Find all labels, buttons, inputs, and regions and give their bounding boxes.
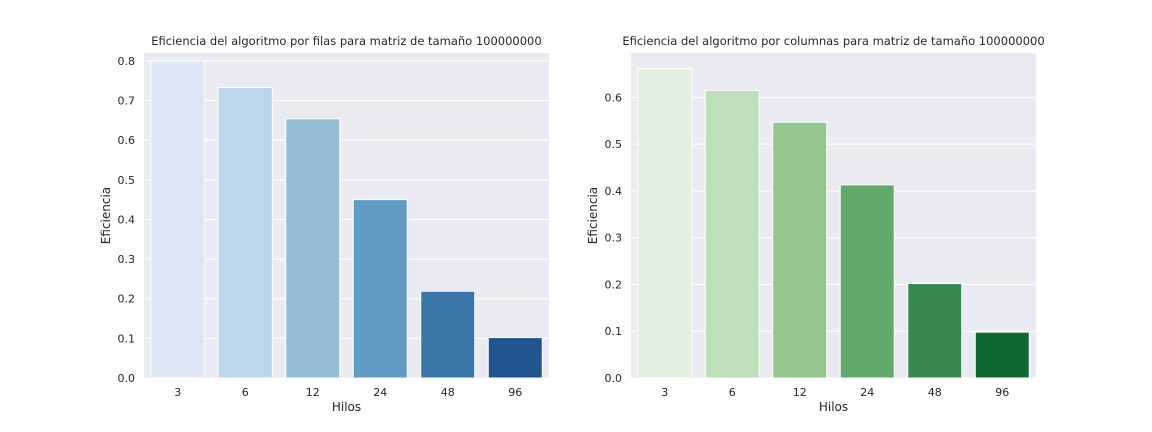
- bar-3: [150, 60, 206, 379]
- bar-48: [420, 290, 476, 379]
- x-tick-label: 12: [793, 386, 807, 399]
- y-tick-label: 0.6: [118, 134, 136, 147]
- bar-6: [217, 86, 273, 379]
- y-tick-label: 0.4: [605, 185, 623, 198]
- y-axis-label: Eficiencia: [586, 187, 600, 244]
- bar-96: [974, 331, 1030, 379]
- x-axis-label: Hilos: [819, 400, 848, 414]
- x-tick-label: 12: [306, 386, 320, 399]
- bar-96: [487, 337, 543, 379]
- chart-title: Eficiencia del algoritmo por filas para …: [151, 34, 541, 48]
- y-tick-label: 0.4: [118, 213, 136, 226]
- y-tick-label: 0.5: [605, 138, 623, 151]
- x-tick-label: 24: [373, 386, 387, 399]
- y-tick-label: 0.1: [118, 332, 136, 345]
- x-axis-label: Hilos: [332, 400, 361, 414]
- y-tick-label: 0.5: [118, 174, 136, 187]
- chart-panel-1: 0.0 0.1 0.2 0.3 0.4 0.5 0.6 0.7 0.8 3 6 12 24 48 96 Efi…: [99, 34, 549, 414]
- x-tick-label: 24: [860, 386, 874, 399]
- x-tick-label: 3: [661, 386, 668, 399]
- bar-6: [704, 89, 760, 379]
- y-tick-label: 0.3: [118, 253, 136, 266]
- x-tick-label: 96: [995, 386, 1009, 399]
- bar-48: [907, 283, 963, 379]
- y-tick-label: 0.6: [605, 91, 623, 104]
- bar-12: [285, 118, 341, 379]
- bar-3: [637, 67, 693, 379]
- plot-area: [631, 53, 1036, 378]
- plot-area: [144, 53, 549, 378]
- y-tick-label: 0.7: [118, 95, 136, 108]
- x-tick-label: 48: [441, 386, 455, 399]
- x-tick-label: 96: [508, 386, 522, 399]
- y-tick-label: 0.2: [118, 293, 136, 306]
- y-tick-label: 0.1: [605, 325, 623, 338]
- y-tick-label: 0.3: [605, 232, 623, 245]
- bar-24: [839, 184, 895, 379]
- y-tick-label: 0.0: [605, 372, 623, 385]
- y-axis-label: Eficiencia: [99, 187, 113, 244]
- x-tick-label: 48: [928, 386, 942, 399]
- chart-panel-2: 0.0 0.1 0.2 0.3 0.4 0.5 0.6 3 6 12 24 48 96 Eficienci…: [586, 34, 1045, 414]
- x-tick-label: 3: [174, 386, 181, 399]
- y-tick-label: 0.2: [605, 278, 623, 291]
- bar-24: [352, 199, 408, 379]
- bar-12: [772, 121, 828, 379]
- y-tick-label: 0.0: [118, 372, 136, 385]
- x-tick-label: 6: [729, 386, 736, 399]
- x-tick-label: 6: [242, 386, 249, 399]
- chart-title: Eficiencia del algoritmo por columnas pa…: [622, 34, 1044, 48]
- y-tick-label: 0.8: [118, 55, 136, 68]
